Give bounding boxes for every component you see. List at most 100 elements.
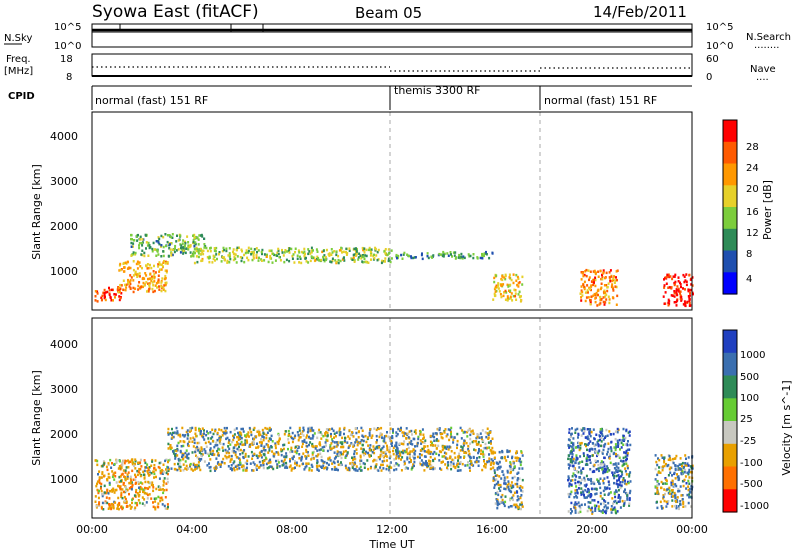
echo-cell <box>677 280 680 283</box>
echo-cell <box>182 444 185 448</box>
echo-cell <box>612 432 615 436</box>
echo-cell <box>112 503 115 507</box>
echo-cell <box>247 431 250 434</box>
echo-cell <box>585 474 588 478</box>
echo-cell <box>244 469 247 472</box>
echo-cell <box>306 434 308 437</box>
echo-cell <box>514 482 517 486</box>
echo-cell <box>267 445 270 449</box>
echo-cell <box>452 251 455 254</box>
echo-cell <box>671 474 673 477</box>
echo-cell <box>129 475 132 479</box>
echo-cell <box>480 436 483 439</box>
echo-cell <box>239 461 242 465</box>
echo-cell <box>472 256 475 260</box>
echo-cell <box>289 450 292 454</box>
echo-cell <box>281 251 284 254</box>
echo-cell <box>683 465 685 469</box>
echo-cell <box>597 479 600 483</box>
echo-cell <box>180 248 183 251</box>
echo-cell <box>460 256 463 259</box>
vel-cbar-tick-500: 500 <box>740 372 759 383</box>
echo-cell <box>164 289 167 293</box>
echo-cell <box>654 485 657 488</box>
echo-cell <box>158 270 161 273</box>
echo-cell <box>659 500 662 504</box>
echo-cell <box>182 239 185 242</box>
echo-cell <box>288 465 291 469</box>
echo-cell <box>235 455 238 459</box>
echo-cell <box>244 452 247 456</box>
echo-cell <box>423 441 426 444</box>
echo-cell <box>412 455 415 458</box>
echo-cell <box>376 250 379 254</box>
echo-cell <box>187 452 190 456</box>
echo-cell <box>252 439 255 443</box>
echo-cell <box>233 460 236 463</box>
echo-cell <box>174 454 176 457</box>
echo-cell <box>521 283 524 286</box>
echo-cell <box>586 428 589 431</box>
echo-cell <box>445 447 448 450</box>
echo-cell <box>608 301 611 305</box>
echo-cell <box>452 459 455 462</box>
echo-cell <box>571 455 574 459</box>
echo-cell <box>681 470 684 473</box>
echo-cell <box>570 483 573 486</box>
echo-cell <box>485 253 488 256</box>
echo-cell <box>290 436 293 440</box>
echo-cell <box>571 510 573 513</box>
echo-cell <box>506 299 509 302</box>
echo-cell <box>505 459 508 462</box>
echo-cell <box>411 443 414 446</box>
echo-cell <box>223 426 226 430</box>
echo-cell <box>580 434 583 437</box>
echo-cell <box>213 247 216 250</box>
echo-cell <box>132 260 135 263</box>
echo-cell <box>352 253 355 257</box>
echo-cell <box>153 467 156 470</box>
echo-cell <box>362 255 365 258</box>
echo-cell <box>467 461 469 464</box>
echo-cell <box>200 259 203 263</box>
echo-cell <box>119 488 122 491</box>
echo-cell <box>289 426 292 430</box>
echo-cell <box>127 471 130 474</box>
echo-cell <box>497 284 500 287</box>
echo-cell <box>331 259 334 263</box>
echo-cell <box>264 426 267 430</box>
echo-cell <box>388 466 391 469</box>
echo-cell <box>467 448 470 451</box>
echo-cell <box>137 233 139 237</box>
echo-cell <box>601 432 603 435</box>
echo-cell <box>516 482 519 486</box>
echo-cell <box>225 249 228 253</box>
colorbar-swatch <box>723 398 737 422</box>
echo-cell <box>96 300 99 303</box>
echo-cell <box>218 435 221 438</box>
echo-cell <box>309 252 312 255</box>
echo-cell <box>688 470 690 474</box>
echo-cell <box>197 238 200 241</box>
echo-cell <box>568 464 571 467</box>
echo-cell <box>107 507 110 510</box>
echo-cell <box>438 450 441 453</box>
echo-cell <box>663 286 666 289</box>
cpid-panel: CPID normal (fast) 151 RF themis 3300 RF… <box>8 84 692 110</box>
echo-cell <box>313 432 316 435</box>
echo-cell <box>359 254 362 257</box>
echo-cell <box>164 507 167 510</box>
echo-cell <box>380 426 383 430</box>
echo-cell <box>374 465 377 468</box>
echo-cell <box>265 462 268 466</box>
echo-cell <box>158 285 160 288</box>
echo-cell <box>590 482 593 485</box>
echo-cell <box>314 445 317 448</box>
echo-cell <box>408 254 410 258</box>
echo-cell <box>625 491 627 495</box>
echo-cell <box>402 451 405 455</box>
echo-cell <box>686 300 689 304</box>
echo-cell <box>104 298 107 302</box>
echo-cell <box>237 438 240 442</box>
echo-cell <box>138 467 141 471</box>
